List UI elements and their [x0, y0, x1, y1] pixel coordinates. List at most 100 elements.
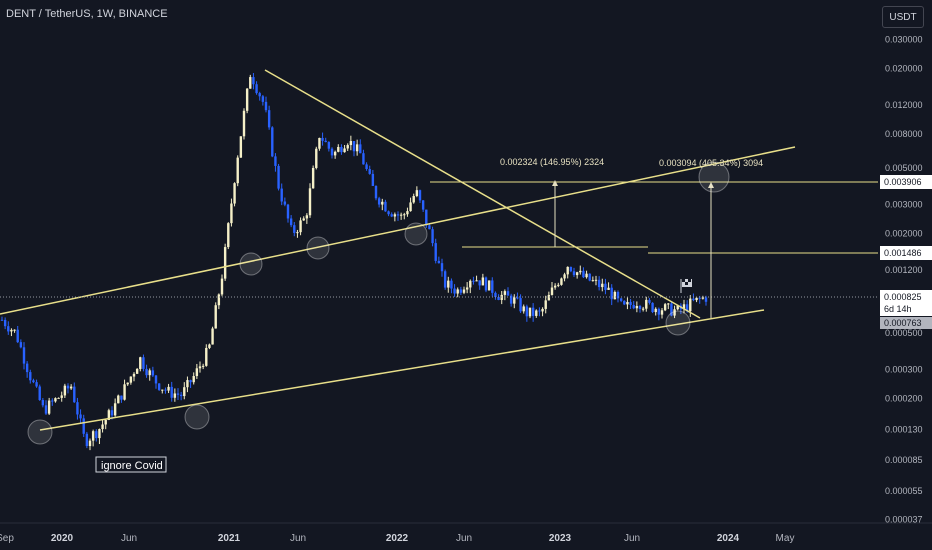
- candle-down: [387, 211, 390, 215]
- candle-down: [450, 280, 453, 289]
- price-labels: 0.003906 0.001486 0.000825 6d 14h 0.0007…: [880, 175, 932, 329]
- candle-down: [365, 164, 368, 170]
- touch-circle[interactable]: [27, 419, 53, 445]
- candle-up: [346, 145, 349, 149]
- x-tick-label: 2022: [386, 533, 409, 544]
- candle-up: [481, 277, 485, 286]
- target-circle[interactable]: [698, 161, 730, 193]
- descending-resistance-line[interactable]: [264, 69, 701, 319]
- candle-down: [604, 283, 607, 290]
- candle-up: [129, 376, 133, 383]
- candle-up: [591, 280, 595, 282]
- candle-down: [588, 273, 591, 281]
- currency-button[interactable]: USDT: [882, 6, 924, 28]
- x-tick-label: 2023: [549, 533, 572, 544]
- candle-up: [107, 410, 111, 420]
- candle-up: [13, 329, 16, 331]
- touch-circle[interactable]: [306, 236, 330, 260]
- candle-up: [236, 157, 239, 184]
- candle-down: [610, 287, 613, 300]
- candle-down: [362, 153, 365, 165]
- time-axis[interactable]: Sep 2020 Jun 2021 Jun 2022 Jun 2023 Jun 2024 May: [0, 533, 794, 544]
- candle-down: [267, 110, 271, 128]
- touch-circle[interactable]: [184, 404, 210, 430]
- candle-up: [535, 310, 538, 316]
- candle-down: [491, 280, 494, 293]
- candle-up: [447, 280, 450, 288]
- candle-down: [289, 218, 293, 226]
- candle-down: [120, 395, 123, 400]
- candle-up: [550, 287, 554, 295]
- candle-down: [66, 385, 70, 389]
- candle-down: [377, 198, 381, 205]
- candle-up: [214, 305, 217, 329]
- candle-up: [553, 285, 557, 288]
- candle-down: [327, 142, 331, 149]
- upper-channel-line[interactable]: [0, 146, 796, 315]
- candle-up: [487, 280, 491, 291]
- x-tick-label: May: [776, 533, 795, 544]
- y-tick-label: 0.000200: [885, 394, 923, 404]
- candle-up: [305, 215, 309, 219]
- candle-up: [349, 141, 353, 146]
- candle-up: [594, 279, 598, 281]
- candle-down: [293, 225, 296, 233]
- candle-down: [79, 414, 82, 419]
- candle-down: [384, 201, 387, 212]
- candle-down: [41, 400, 45, 406]
- candle-up: [98, 429, 101, 439]
- candle-up: [69, 386, 73, 389]
- candle-up: [406, 211, 409, 215]
- candle-up: [667, 303, 670, 305]
- candle-down: [25, 363, 29, 373]
- candle-down: [638, 305, 642, 309]
- candle-down: [478, 280, 481, 286]
- y-tick-label: 0.000055: [885, 486, 923, 496]
- candle-down: [418, 190, 422, 201]
- candle-up: [117, 395, 120, 404]
- candle-up: [315, 148, 318, 168]
- candle-up: [689, 298, 692, 312]
- candle-down: [519, 298, 522, 312]
- touch-circle[interactable]: [404, 222, 428, 246]
- candle-up: [403, 214, 406, 216]
- checkered-flag-icon[interactable]: [680, 279, 692, 293]
- touch-circle[interactable]: [239, 252, 263, 276]
- candle-down: [651, 302, 654, 313]
- candle-up: [126, 382, 129, 385]
- candle-up: [563, 274, 566, 279]
- candle-down: [453, 288, 456, 294]
- y-tick-label: 0.001200: [885, 265, 923, 275]
- candle-down: [151, 370, 155, 376]
- candle-up: [211, 328, 214, 345]
- lower-channel-line[interactable]: [39, 309, 765, 431]
- candle-up: [695, 297, 698, 301]
- candle-down: [76, 402, 79, 415]
- low-price-label: 0.000763: [884, 318, 922, 328]
- candle-up: [54, 398, 57, 402]
- candle-down: [582, 270, 585, 278]
- x-tick-label: 2020: [51, 533, 74, 544]
- y-tick-label: 0.030000: [885, 34, 923, 44]
- candle-up: [299, 220, 302, 233]
- candle-up: [173, 393, 177, 398]
- candle-up: [682, 304, 686, 310]
- candle-down: [19, 342, 23, 348]
- price-axis[interactable]: 0.030000 0.020000 0.012000 0.008000 0.005000…: [885, 34, 923, 524]
- candle-up: [641, 308, 645, 310]
- candle-up: [132, 373, 136, 377]
- candle-down: [670, 303, 673, 316]
- candle-up: [308, 188, 312, 216]
- arrow-head-1: [552, 180, 558, 186]
- symbol-title[interactable]: DENT / TetherUS, 1W, BINANCE: [6, 8, 168, 20]
- candle-up: [663, 304, 667, 311]
- candle-up: [195, 368, 199, 377]
- candle-up: [355, 144, 359, 152]
- candle-down: [324, 140, 327, 143]
- candle-down: [428, 225, 431, 230]
- candle-up: [547, 294, 551, 301]
- candle-down: [157, 383, 161, 390]
- touch-circle[interactable]: [665, 310, 691, 336]
- candle-up: [635, 305, 639, 309]
